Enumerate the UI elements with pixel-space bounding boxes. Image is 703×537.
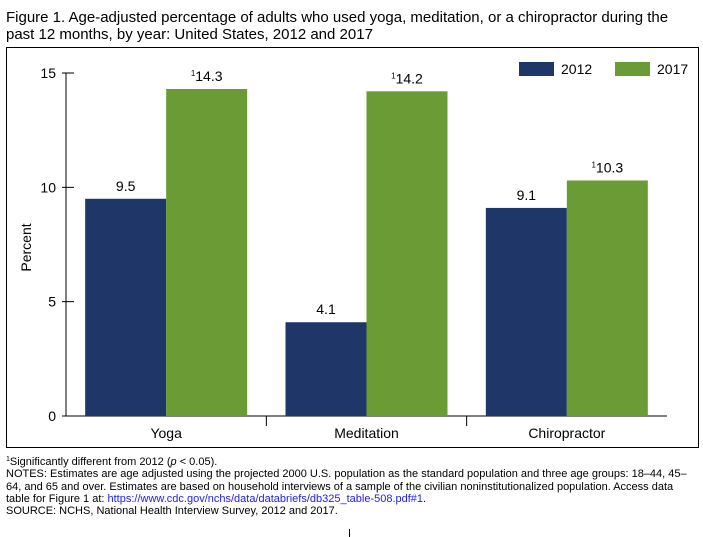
data-label: 4.1: [316, 301, 336, 317]
bar-chart: 0 5 10 15 Percent Yoga Meditation Chiropractor 9…: [18, 61, 688, 441]
x-category-label: Yoga: [150, 425, 182, 441]
footnote-significance: 1Significantly different from 2012 (p < …: [6, 456, 218, 468]
y-axis-label: Percent: [18, 223, 34, 271]
data-label: 110.3: [591, 159, 623, 175]
bar-2012-chiropractor: [485, 207, 567, 416]
chart-notes: 1Significantly different from 2012 (p < …: [6, 456, 699, 517]
chart-title: Figure 1. Age-adjusted percentage of adu…: [6, 9, 669, 43]
source-text: SOURCE: NCHS, National Health Interview …: [6, 505, 338, 518]
footnote-mark: 1: [6, 456, 10, 463]
chart-frame: [6, 47, 699, 448]
y-tick-label: 5: [48, 294, 56, 310]
data-label: 114.2: [391, 70, 423, 86]
bar-2012-meditation: [285, 322, 367, 416]
data-label: 9.5: [116, 178, 136, 194]
data-table-link[interactable]: https://www.cdc.gov/nchs/data/databriefs…: [107, 492, 424, 505]
p-symbol: p: [170, 456, 177, 468]
bar-2017-meditation: [366, 91, 448, 416]
y-tick-label: 0: [48, 408, 56, 424]
bottom-tick-mark: [349, 529, 350, 537]
legend-label: 2017: [657, 61, 688, 77]
legend-swatch-2012: [519, 62, 554, 76]
y-tick-label: 10: [40, 179, 56, 195]
notes-text: NOTES: Estimates are age adjusted using …: [6, 468, 687, 505]
data-label: 9.1: [517, 187, 537, 203]
data-label: 114.3: [191, 68, 223, 84]
legend-swatch-2017: [615, 62, 650, 76]
legend-label: 2012: [561, 61, 592, 77]
bar-2017-yoga: [166, 89, 248, 417]
y-tick-label: 15: [40, 65, 56, 81]
x-category-label: Meditation: [334, 425, 399, 441]
bar-2012-yoga: [85, 198, 167, 416]
bar-2017-chiropractor: [566, 180, 648, 416]
x-category-label: Chiropractor: [528, 425, 605, 441]
